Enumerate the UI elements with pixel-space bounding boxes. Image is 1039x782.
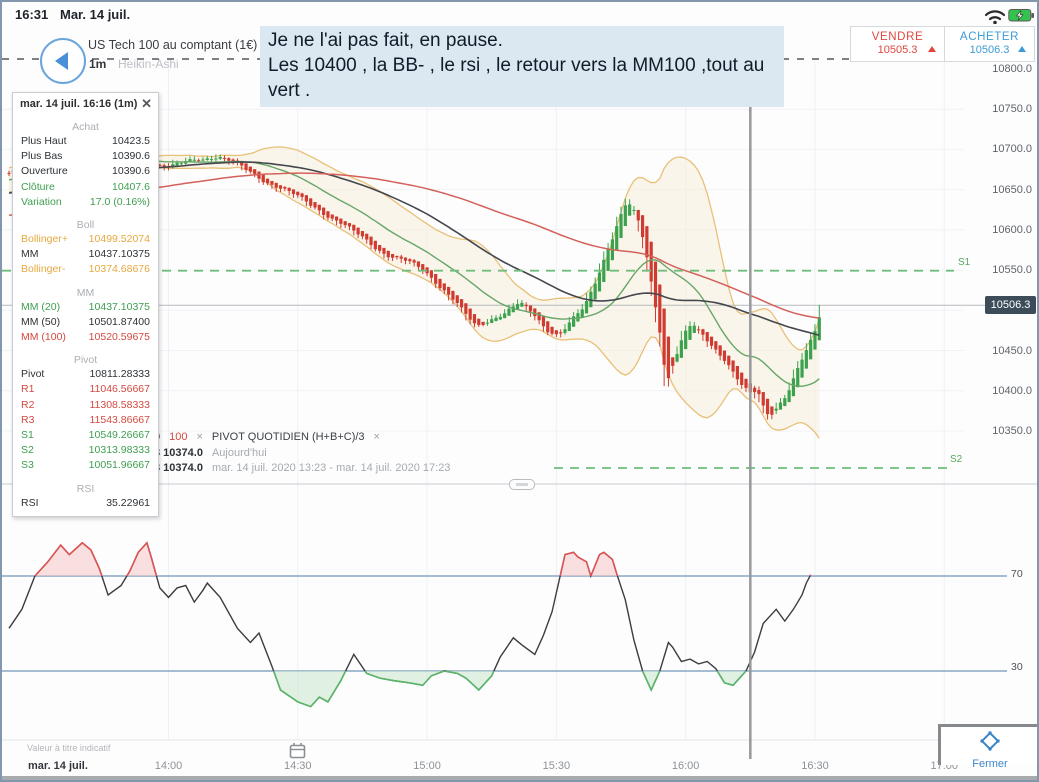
- pivot-s1-label: S1: [958, 257, 971, 268]
- price-axis-tick: 10600.0: [992, 223, 1032, 236]
- tooltip-row: Variation 17.0 (0.16%): [21, 195, 150, 208]
- tooltip-row: Ouverture 10390.6: [21, 165, 150, 178]
- tooltip-title: mar. 14 juil. 16:16 (1m): [20, 98, 138, 110]
- back-button[interactable]: [40, 38, 86, 84]
- chart-type-selector[interactable]: Heikin-Ashi: [118, 57, 179, 71]
- indicator-legend-text: 100: [169, 431, 188, 443]
- tooltip-section-title: Boll: [76, 219, 95, 232]
- tooltip-row: MM (20) 10437.10375: [21, 300, 150, 313]
- timeframe-selector[interactable]: 1m: [89, 57, 107, 71]
- indicator-legend-text: PIVOT QUOTIDIEN (H+B+C)/3: [211, 431, 365, 443]
- remove-indicator-icon[interactable]: ×: [196, 431, 203, 443]
- window-bottom-bar: [2, 776, 1037, 780]
- indicator-legend-text: 3 10374.0: [154, 447, 203, 459]
- time-axis-start: mar. 14 juil.: [28, 760, 88, 772]
- tooltip-row: Plus Haut 10423.5: [21, 135, 150, 147]
- tooltip-row: MM (100) 10520.59675: [21, 331, 150, 344]
- rsi-70-label: 70: [1011, 568, 1023, 580]
- close-icon[interactable]: ✕: [141, 96, 152, 111]
- status-bar-time: 16:31: [15, 7, 49, 22]
- price-axis-tick: 10700.0: [992, 143, 1032, 156]
- tooltip-panel: mar. 14 juil. 16:16 (1m) ✕ Achat Plus Hau…: [12, 92, 159, 517]
- time-axis-tick: 16:00: [671, 760, 700, 772]
- buy-button[interactable]: ACHETER 10506.3: [944, 26, 1035, 62]
- tooltip-section-title: RSI: [76, 482, 95, 495]
- sell-tick-arrow-icon: [928, 46, 936, 52]
- remove-indicator-icon[interactable]: ×: [373, 431, 380, 443]
- status-bar-date: Mar. 14 juil.: [60, 7, 131, 22]
- wifi-icon: [984, 10, 1006, 24]
- close-chart-label: Fermer: [972, 758, 1008, 770]
- tooltip-panel-body: Achat Plus Haut 10423.5 Plus Bas 10390.6 Ouve…: [13, 120, 158, 511]
- tooltip-row: R3 11543.86667: [21, 413, 150, 426]
- tooltip-row: Plus Bas 10390.6: [21, 150, 150, 163]
- disclaimer-text: Valeur à titre indicatif: [27, 743, 111, 753]
- calendar-icon[interactable]: [289, 742, 307, 759]
- last-price-badge: 10506.3: [985, 296, 1036, 314]
- tooltip-section-title: Achat: [72, 121, 99, 133]
- price-axis-tick: 10450.0: [992, 344, 1032, 357]
- price-axis-tick: 10800.0: [992, 62, 1032, 75]
- tooltip-row: R1 11046.56667: [21, 383, 150, 396]
- sell-label: VENDRE: [871, 31, 924, 43]
- time-axis-tick: 14:00: [154, 760, 183, 772]
- indicator-legend-row: 3 10374.0 Aujourd'hui: [154, 447, 276, 459]
- price-axis-tick: 10400.0: [992, 384, 1032, 397]
- indicator-legend-text: mar. 14 juil. 2020 13:23 - mar. 14 juil.…: [211, 462, 451, 474]
- sell-button[interactable]: VENDRE 10505.3: [850, 26, 945, 62]
- price-axis-tick: 10350.0: [992, 424, 1032, 437]
- time-axis-tick: 15:00: [413, 760, 441, 772]
- tooltip-row: S3 10051.96667: [21, 459, 150, 472]
- tooltip-row: Bollinger- 10374.68676: [21, 263, 150, 276]
- indicator-legend-text: Aujourd'hui: [211, 447, 267, 459]
- pane-resize-handle[interactable]: [509, 479, 535, 490]
- price-axis-tick: 10750.0: [992, 103, 1032, 116]
- tooltip-row: S2 10313.98333: [21, 444, 150, 457]
- price-axis-tick: 10550.0: [992, 264, 1032, 277]
- back-arrow-icon: [55, 52, 68, 70]
- rsi-30-label: 30: [1011, 661, 1023, 673]
- instrument-title: US Tech 100 au comptant (1€) (-): [88, 38, 274, 52]
- tooltip-row: MM 10437.10375: [21, 248, 150, 261]
- annotation-line-1: Je ne l'ai pas fait, en pause.: [268, 30, 503, 51]
- annotation-note: Je ne l'ai pas fait, en pause. Les 10400…: [260, 26, 784, 107]
- tooltip-section-title: MM: [76, 286, 95, 299]
- close-chart-button[interactable]: Fermer: [938, 724, 1037, 770]
- tooltip-row: S1 10549.26667: [21, 429, 150, 442]
- tooltip-row: RSI 35.22961: [21, 496, 150, 509]
- sell-price: 10505.3: [877, 44, 918, 56]
- indicator-legend-row: 3 10374.0 mar. 14 juil. 2020 13:23 - mar.…: [154, 462, 459, 474]
- annotation-line-2: Les 10400 , la BB- , le rsi , le retour …: [268, 55, 765, 101]
- tooltip-row: R2 11308.58333: [21, 398, 150, 411]
- buy-tick-arrow-icon: [1018, 46, 1026, 52]
- tooltip-row: Clôture 10407.6: [21, 180, 150, 193]
- time-axis-tick: 14:30: [284, 760, 312, 772]
- pivot-s2-label: S2: [950, 454, 963, 465]
- price-axis-tick: 10650.0: [992, 183, 1032, 196]
- time-axis-tick: 15:30: [542, 760, 571, 772]
- diamond-target-icon: [980, 731, 1000, 751]
- indicator-legend-row: 0100×PIVOT QUOTIDIEN (H+B+C)/3×: [154, 431, 389, 443]
- tooltip-section-title: Pivot: [73, 354, 98, 367]
- tooltip-row: MM (50) 10501.87400: [21, 315, 150, 328]
- buy-price: 10506.3: [969, 44, 1010, 56]
- tooltip-row: Pivot 10811.28333: [21, 368, 150, 381]
- indicator-legend-text: 3 10374.0: [154, 462, 203, 474]
- tooltip-row: Bollinger+ 10499.52074: [21, 233, 150, 246]
- buy-label: ACHETER: [959, 31, 1020, 43]
- time-axis-tick: 16:30: [801, 760, 829, 772]
- battery-icon: [1008, 9, 1034, 22]
